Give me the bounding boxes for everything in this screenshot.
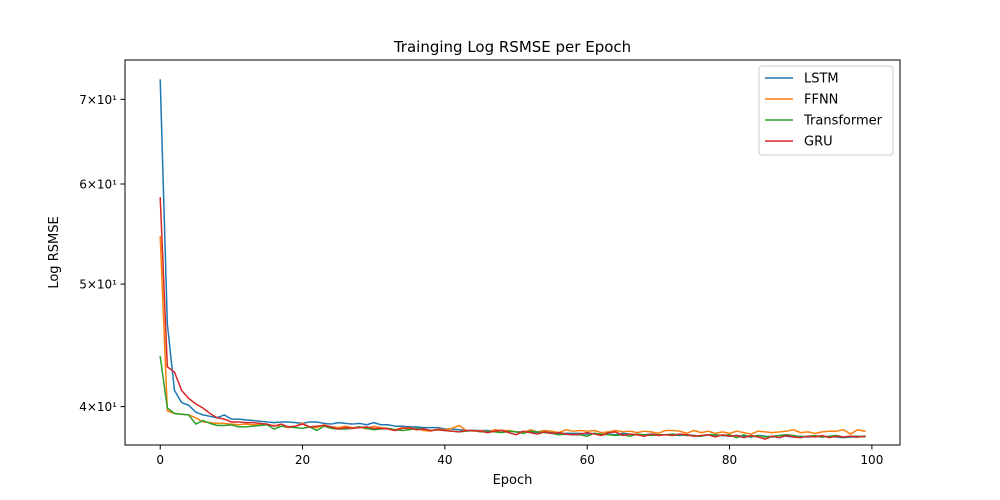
legend-label-ffnn: FFNN: [804, 93, 838, 108]
y-axis-label: Log RSMSE: [47, 216, 62, 288]
legend-label-transformer: Transformer: [803, 114, 883, 129]
x-tick-label: 0: [156, 453, 164, 467]
y-tick-label: 7×10¹: [79, 93, 117, 107]
legend: LSTM FFNN Transformer GRU: [758, 65, 894, 156]
chart-title: Trainging Log RSMSE per Epoch: [393, 38, 631, 56]
x-axis-ticks: 0 20 40 60 80 100: [156, 445, 883, 467]
x-tick-label: 20: [295, 453, 310, 467]
series-line-gru: [159, 197, 866, 440]
legend-label-gru: GRU: [804, 135, 833, 150]
x-tick-label: 100: [860, 453, 883, 467]
x-tick-label: 60: [580, 453, 595, 467]
y-tick-label: 6×10¹: [79, 177, 117, 191]
x-axis-label: Epoch: [493, 473, 533, 488]
legend-label-lstm: LSTM: [804, 72, 839, 87]
legend-frame: [758, 65, 894, 156]
plot-area: [124, 59, 901, 446]
y-axis-ticks: 4×10¹ 5×10¹ 6×10¹ 7×10¹: [79, 93, 125, 414]
x-tick-label: 80: [722, 453, 737, 467]
series-layer: [159, 79, 866, 440]
x-tick-label: 40: [437, 453, 452, 467]
y-tick-label: 5×10¹: [79, 278, 117, 292]
plot-frame: [124, 59, 901, 446]
y-tick-label: 4×10¹: [79, 400, 117, 414]
